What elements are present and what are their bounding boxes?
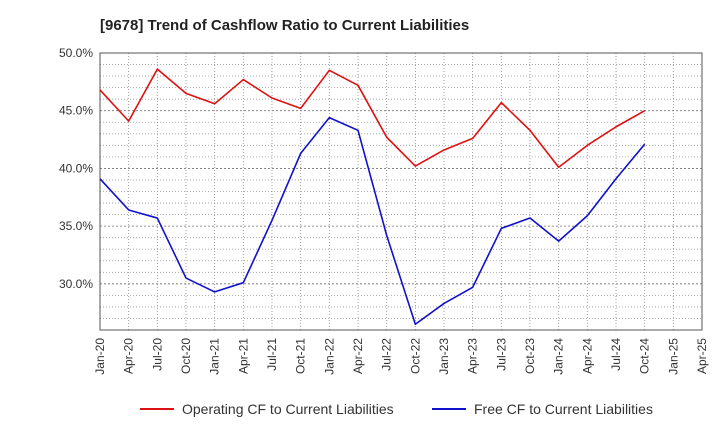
y-tick-label: 40.0%: [59, 161, 93, 175]
x-tick-label: Apr-22: [351, 338, 365, 374]
y-tick-label: 35.0%: [59, 219, 93, 233]
x-tick-label: Jul-24: [609, 338, 623, 371]
x-tick-label: Jan-20: [93, 338, 107, 375]
series-lines: [99, 68, 646, 326]
x-tick-label: Oct-24: [638, 338, 652, 374]
legend-label-2: Free CF to Current Liabilities: [474, 401, 653, 417]
legend-label-1: Operating CF to Current Liabilities: [182, 401, 394, 417]
x-tick-label: Apr-25: [695, 338, 709, 374]
x-tick-label: Jul-23: [494, 338, 508, 371]
y-tick-label: 45.0%: [59, 104, 93, 118]
x-tick-label: Jan-23: [437, 338, 451, 375]
legend: Operating CF to Current Liabilities Free …: [140, 401, 653, 417]
x-tick-label: Oct-22: [408, 338, 422, 374]
x-tick-label: Jan-22: [322, 338, 336, 375]
x-tick-label: Jul-21: [265, 338, 279, 371]
plot-area: [99, 52, 703, 331]
x-tick-label: Oct-21: [294, 338, 308, 374]
x-tick-label: Jan-25: [666, 338, 680, 375]
x-tick-label: Apr-20: [122, 338, 136, 374]
chart-title: [9678] Trend of Cashflow Ratio to Curren…: [100, 17, 469, 34]
x-tick-label: Jul-22: [380, 338, 394, 371]
x-tick-label: Jan-21: [208, 338, 222, 375]
x-tick-label: Apr-23: [466, 338, 480, 374]
series-line-1: [99, 68, 646, 169]
x-tick-label: Apr-24: [580, 338, 594, 374]
x-tick-label: Oct-20: [179, 338, 193, 374]
series-line-2: [99, 116, 646, 326]
x-axis: Jan-20 Apr-20 Jul-20 Oct-20 Jan-21 Apr-21 Jul-…: [93, 338, 709, 375]
x-tick-label: Jan-24: [552, 338, 566, 375]
x-tick-label: Oct-23: [523, 338, 537, 374]
x-tick-label: Jul-20: [150, 338, 164, 371]
y-tick-label: 50.0%: [59, 46, 93, 60]
x-tick-label: Apr-21: [236, 338, 250, 374]
y-tick-label: 30.0%: [59, 277, 93, 291]
y-axis: 30.0% 35.0% 40.0% 45.0% 50.0%: [59, 46, 93, 291]
